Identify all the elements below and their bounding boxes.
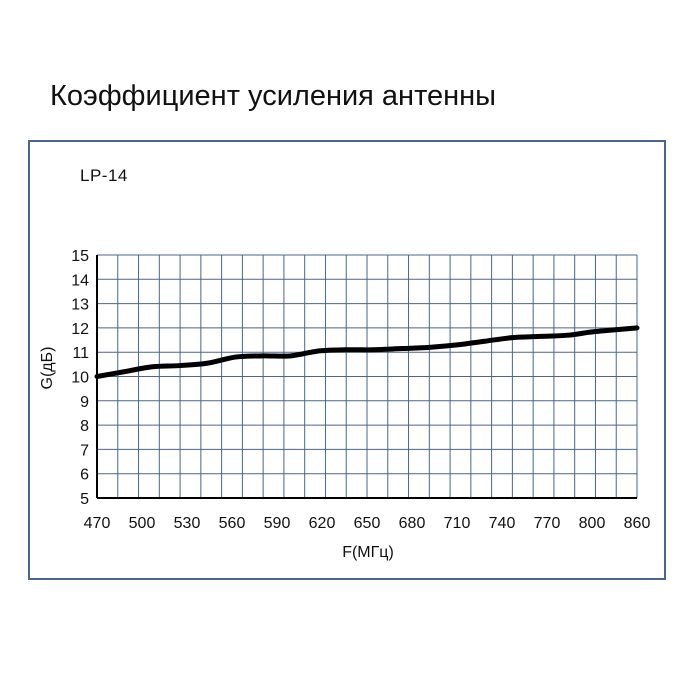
y-axis-label: G(дБ) xyxy=(39,347,56,390)
y-tick-label: 15 xyxy=(71,248,89,265)
x-tick-labels: 470 500 530 560 590 620 650 680 710 740 770 800 860 xyxy=(84,515,651,532)
y-tick-label: 14 xyxy=(71,272,89,289)
x-axis-label: F(МГц) xyxy=(342,544,394,561)
x-tick-label: 860 xyxy=(624,515,651,532)
y-tick-label: 13 xyxy=(71,297,89,314)
x-tick-label: 740 xyxy=(489,515,516,532)
y-tick-label: 6 xyxy=(80,467,89,484)
page-title: Коэффициент усиления антенны xyxy=(50,80,497,112)
y-tick-labels: 5 6 7 8 9 10 11 12 13 14 15 xyxy=(71,248,89,508)
x-tick-label: 650 xyxy=(354,515,381,532)
chart-frame xyxy=(28,140,666,580)
x-tick-label: 530 xyxy=(174,515,201,532)
x-tick-label: 560 xyxy=(219,515,246,532)
x-tick-label: 710 xyxy=(444,515,471,532)
x-tick-label: 590 xyxy=(264,515,291,532)
y-tick-label: 7 xyxy=(80,442,89,459)
x-tick-label: 800 xyxy=(579,515,606,532)
y-tick-label: 5 xyxy=(80,491,89,508)
y-tick-label: 8 xyxy=(80,418,89,435)
grid-lines xyxy=(96,254,638,499)
series-line-gain xyxy=(94,325,640,379)
model-label: LP-14 xyxy=(80,166,128,185)
y-tick-label: 10 xyxy=(71,370,89,387)
y-tick-label: 9 xyxy=(80,394,89,411)
y-tick-label: 12 xyxy=(71,321,89,338)
y-tick-label: 11 xyxy=(72,345,89,362)
x-tick-label: 500 xyxy=(129,515,156,532)
x-tick-label: 470 xyxy=(84,515,111,532)
x-tick-label: 770 xyxy=(534,515,561,532)
x-tick-label: 680 xyxy=(399,515,426,532)
x-tick-label: 620 xyxy=(309,515,336,532)
